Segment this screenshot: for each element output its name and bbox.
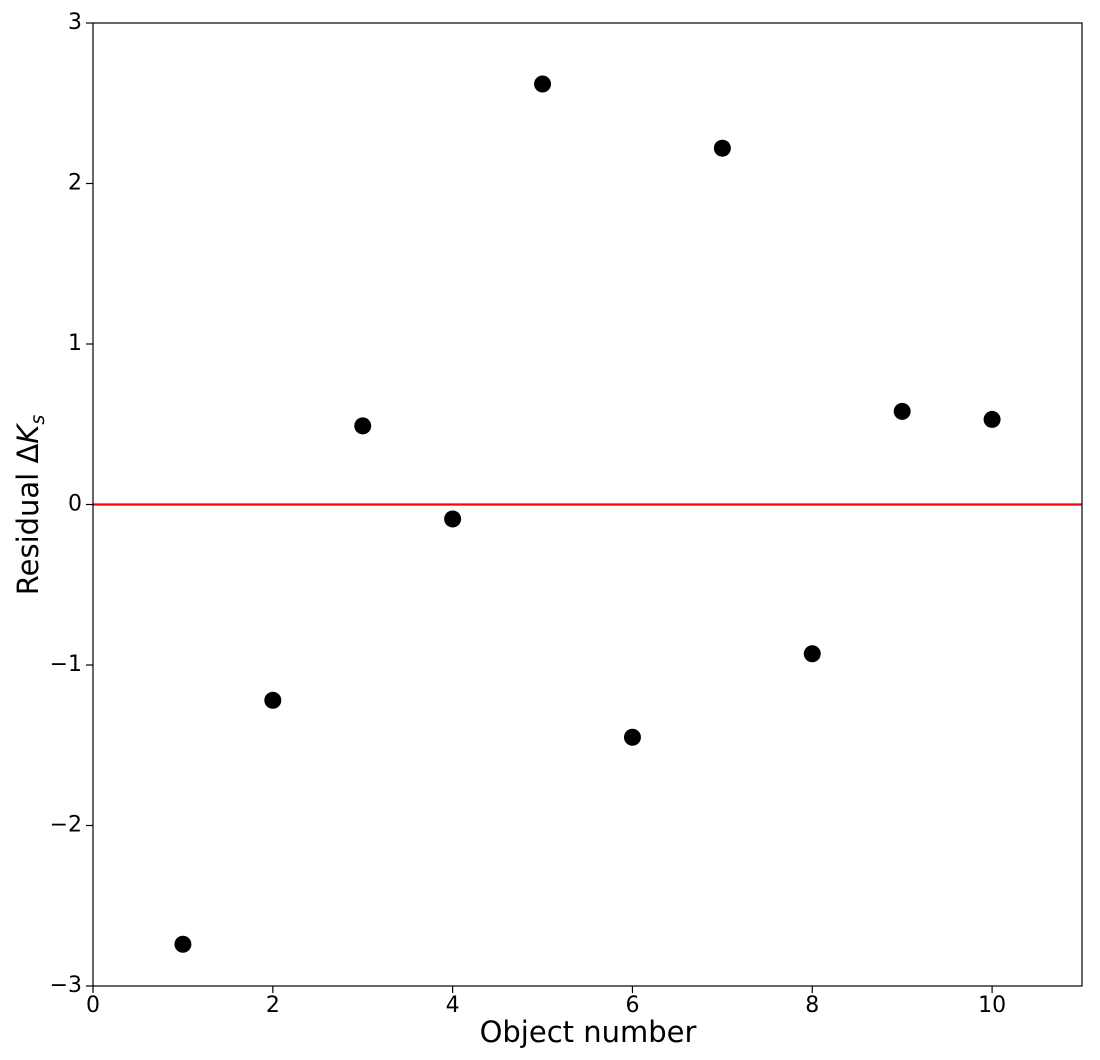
y-tick-label: −2 bbox=[50, 813, 82, 838]
y-tick-label: −3 bbox=[50, 973, 82, 998]
y-label-italic: K bbox=[11, 423, 45, 444]
x-tick-label: 8 bbox=[805, 993, 819, 1018]
point bbox=[893, 402, 911, 420]
y-label-text: Residual Δ bbox=[11, 444, 45, 596]
y-tick-label: 2 bbox=[68, 171, 82, 196]
y-tick-label: 0 bbox=[68, 492, 82, 517]
point bbox=[803, 645, 821, 663]
y-tick-label: 3 bbox=[68, 10, 82, 35]
x-axis-label: Object number bbox=[480, 1015, 697, 1049]
y-tick-label: 1 bbox=[68, 331, 82, 356]
point bbox=[713, 139, 731, 157]
y-label-subscript: s bbox=[27, 415, 49, 425]
x-tick-label: 0 bbox=[86, 993, 100, 1018]
point bbox=[264, 691, 282, 709]
y-axis-label: Residual ΔKs bbox=[11, 415, 49, 596]
point bbox=[534, 75, 552, 93]
x-tick-label: 4 bbox=[446, 993, 460, 1018]
plot-frame bbox=[92, 22, 1083, 987]
point bbox=[623, 728, 641, 746]
x-tick-label: 2 bbox=[266, 993, 280, 1018]
x-tick-label: 6 bbox=[625, 993, 639, 1018]
y-tick-label: −1 bbox=[50, 652, 82, 677]
point bbox=[983, 410, 1001, 428]
point bbox=[354, 417, 372, 435]
point bbox=[444, 510, 462, 528]
x-tick-label: 10 bbox=[978, 993, 1006, 1018]
point bbox=[174, 935, 192, 953]
